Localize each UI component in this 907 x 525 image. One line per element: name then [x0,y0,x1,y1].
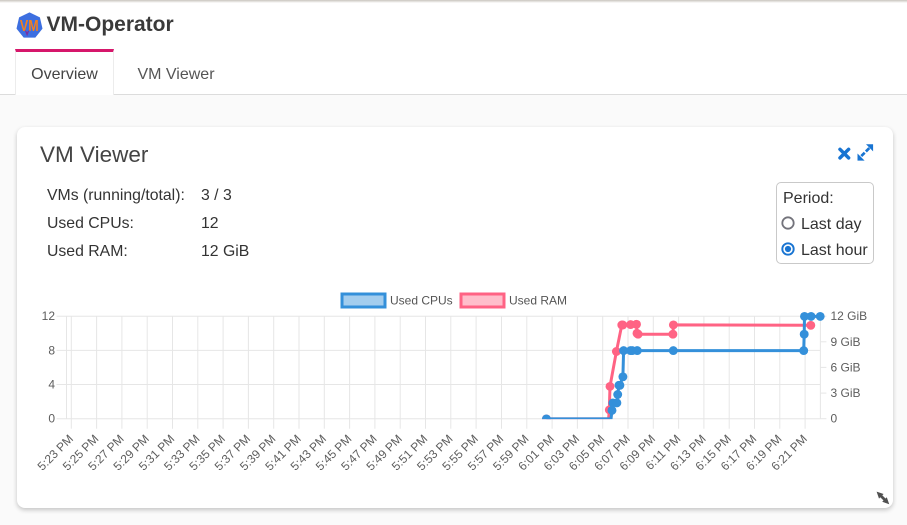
svg-text:12: 12 [42,309,56,323]
svg-text:4: 4 [48,378,55,392]
svg-text:Used CPUs: Used CPUs [390,294,453,308]
svg-text:9 GiB: 9 GiB [831,335,861,349]
svg-text:0: 0 [831,412,838,426]
svg-text:6 GiB: 6 GiB [831,360,861,374]
svg-text:8: 8 [48,343,55,357]
svg-text:Used RAM: Used RAM [509,294,567,308]
svg-text:0: 0 [48,412,55,426]
svg-text:12 GiB: 12 GiB [831,309,868,323]
svg-text:3 GiB: 3 GiB [831,386,861,400]
svg-text:VM: VM [20,18,39,36]
